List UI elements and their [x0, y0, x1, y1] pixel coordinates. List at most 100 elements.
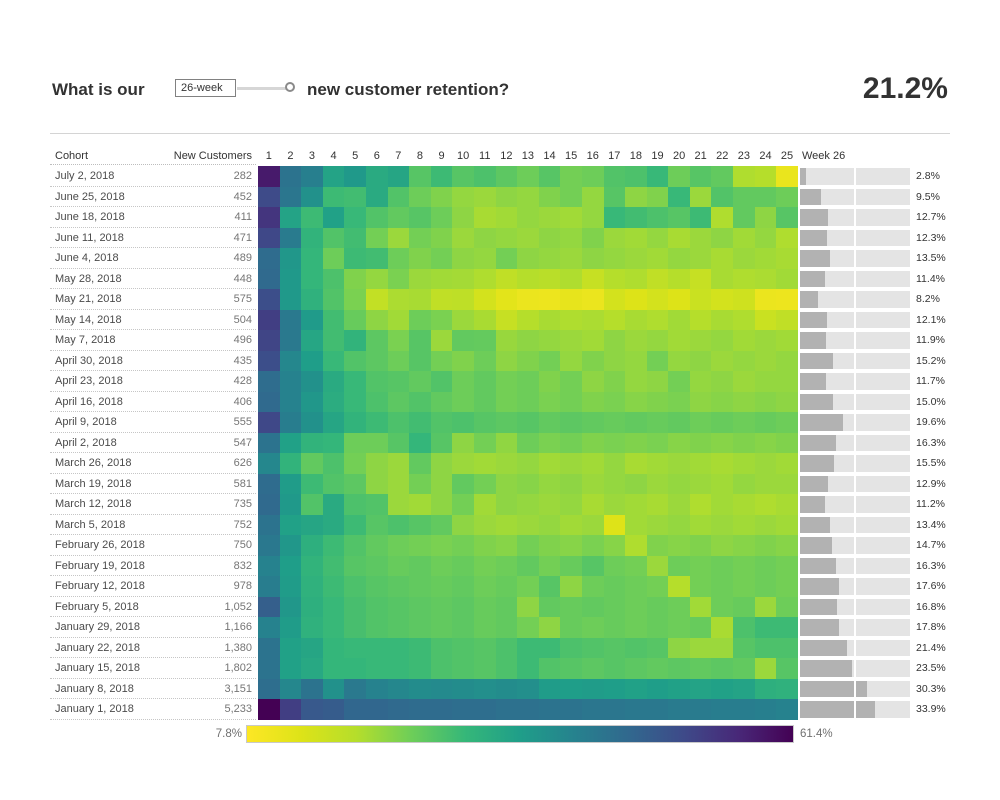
heatmap-cell[interactable] — [689, 514, 712, 535]
heatmap-cell[interactable] — [473, 309, 496, 330]
heatmap-cell[interactable] — [430, 248, 453, 269]
heatmap-cell[interactable] — [625, 699, 647, 720]
heatmap-cell[interactable] — [301, 699, 323, 720]
heatmap-cell[interactable] — [430, 514, 453, 535]
heatmap-cell[interactable] — [258, 453, 280, 474]
heatmap-cell[interactable] — [538, 596, 561, 617]
heatmap-cell[interactable] — [301, 391, 323, 412]
heatmap-cell[interactable] — [452, 268, 474, 289]
heatmap-cell[interactable] — [430, 453, 453, 474]
heatmap-cell[interactable] — [711, 678, 734, 699]
heatmap-cell[interactable] — [581, 186, 604, 207]
heatmap-cell[interactable] — [517, 207, 539, 228]
heatmap-cell[interactable] — [344, 576, 366, 597]
heatmap-cell[interactable] — [344, 207, 366, 228]
heatmap-cell[interactable] — [344, 330, 366, 351]
week26-bar[interactable] — [800, 680, 867, 697]
heatmap-cell[interactable] — [538, 289, 561, 310]
heatmap-cell[interactable] — [668, 555, 690, 576]
heatmap-cell[interactable] — [409, 576, 431, 597]
heatmap-cell[interactable] — [733, 678, 755, 699]
heatmap-cell[interactable] — [538, 617, 561, 638]
heatmap-cell[interactable] — [754, 166, 777, 187]
heatmap-cell[interactable] — [776, 535, 798, 556]
heatmap-cell[interactable] — [452, 576, 474, 597]
heatmap-cell[interactable] — [258, 699, 280, 720]
heatmap-cell[interactable] — [365, 658, 388, 679]
heatmap-cell[interactable] — [344, 658, 366, 679]
heatmap-cell[interactable] — [387, 371, 410, 392]
heatmap-cell[interactable] — [344, 678, 366, 699]
heatmap-cell[interactable] — [495, 371, 518, 392]
heatmap-cell[interactable] — [409, 699, 431, 720]
heatmap-cell[interactable] — [258, 555, 280, 576]
heatmap-cell[interactable] — [733, 186, 755, 207]
heatmap-cell[interactable] — [409, 678, 431, 699]
heatmap-cell[interactable] — [387, 494, 410, 515]
heatmap-cell[interactable] — [689, 432, 712, 453]
heatmap-cell[interactable] — [560, 268, 582, 289]
heatmap-cell[interactable] — [301, 248, 323, 269]
heatmap-cell[interactable] — [430, 596, 453, 617]
heatmap-cell[interactable] — [258, 371, 280, 392]
heatmap-cell[interactable] — [322, 166, 345, 187]
heatmap-cell[interactable] — [322, 248, 345, 269]
heatmap-cell[interactable] — [365, 186, 388, 207]
week26-bar[interactable] — [800, 537, 833, 554]
heatmap-cell[interactable] — [646, 371, 669, 392]
heatmap-cell[interactable] — [733, 535, 755, 556]
heatmap-cell[interactable] — [430, 432, 453, 453]
heatmap-cell[interactable] — [733, 576, 755, 597]
heatmap-cell[interactable] — [538, 248, 561, 269]
heatmap-cell[interactable] — [430, 330, 453, 351]
heatmap-cell[interactable] — [733, 412, 755, 433]
heatmap-cell[interactable] — [409, 330, 431, 351]
heatmap-cell[interactable] — [625, 473, 647, 494]
heatmap-cell[interactable] — [711, 309, 734, 330]
heatmap-cell[interactable] — [646, 412, 669, 433]
heatmap-cell[interactable] — [754, 596, 777, 617]
heatmap-cell[interactable] — [430, 535, 453, 556]
heatmap-cell[interactable] — [538, 637, 561, 658]
heatmap-cell[interactable] — [344, 289, 366, 310]
heatmap-cell[interactable] — [279, 658, 302, 679]
heatmap-cell[interactable] — [711, 453, 734, 474]
heatmap-cell[interactable] — [258, 432, 280, 453]
heatmap-cell[interactable] — [625, 186, 647, 207]
heatmap-cell[interactable] — [754, 391, 777, 412]
heatmap-cell[interactable] — [517, 617, 539, 638]
heatmap-cell[interactable] — [733, 207, 755, 228]
week26-bar[interactable] — [800, 311, 827, 328]
heatmap-cell[interactable] — [387, 555, 410, 576]
heatmap-cell[interactable] — [365, 453, 388, 474]
heatmap-cell[interactable] — [733, 637, 755, 658]
heatmap-cell[interactable] — [387, 535, 410, 556]
week26-bar[interactable] — [800, 270, 826, 287]
heatmap-cell[interactable] — [409, 658, 431, 679]
heatmap-cell[interactable] — [711, 514, 734, 535]
heatmap-cell[interactable] — [258, 350, 280, 371]
heatmap-cell[interactable] — [625, 432, 647, 453]
heatmap-cell[interactable] — [387, 330, 410, 351]
heatmap-cell[interactable] — [365, 678, 388, 699]
heatmap-cell[interactable] — [581, 617, 604, 638]
heatmap-cell[interactable] — [538, 227, 561, 248]
heatmap-cell[interactable] — [473, 248, 496, 269]
week26-bar[interactable] — [800, 516, 830, 533]
heatmap-cell[interactable] — [776, 576, 798, 597]
heatmap-cell[interactable] — [365, 350, 388, 371]
heatmap-cell[interactable] — [473, 576, 496, 597]
heatmap-cell[interactable] — [322, 268, 345, 289]
heatmap-cell[interactable] — [279, 617, 302, 638]
heatmap-cell[interactable] — [754, 699, 777, 720]
heatmap-cell[interactable] — [452, 494, 474, 515]
heatmap-cell[interactable] — [473, 555, 496, 576]
heatmap-cell[interactable] — [279, 371, 302, 392]
heatmap-cell[interactable] — [430, 412, 453, 433]
heatmap-cell[interactable] — [776, 432, 798, 453]
heatmap-cell[interactable] — [322, 699, 345, 720]
heatmap-cell[interactable] — [689, 453, 712, 474]
heatmap-cell[interactable] — [279, 432, 302, 453]
heatmap-cell[interactable] — [365, 555, 388, 576]
heatmap-cell[interactable] — [560, 330, 582, 351]
